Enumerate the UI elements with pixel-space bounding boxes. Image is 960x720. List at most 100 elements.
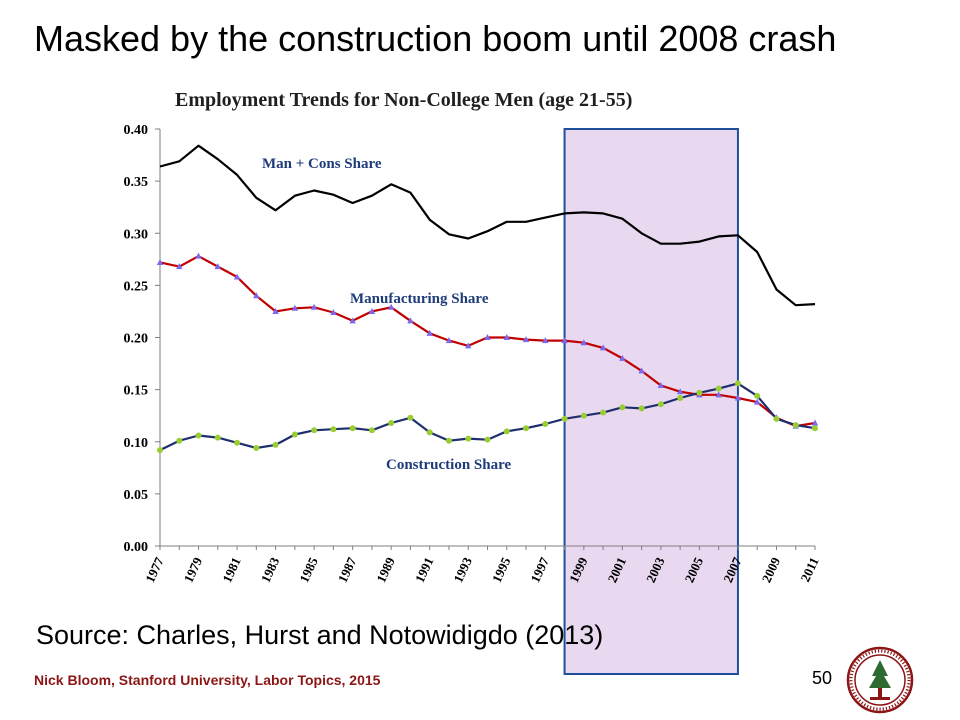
stanford-seal-icon — [846, 646, 914, 714]
manufacturing-point — [291, 304, 299, 311]
highlight-region — [563, 128, 739, 675]
x-tick-label: 1997 — [527, 554, 552, 584]
manufacturing-point — [484, 334, 491, 340]
manufacturing-point — [619, 354, 626, 361]
manufacturing-point — [465, 342, 472, 349]
x-tick-label: 1977 — [142, 554, 167, 584]
construction-point — [523, 425, 530, 432]
y-tick-label: 0.25 — [124, 279, 149, 294]
y-tick-label: 0.40 — [124, 123, 149, 138]
manufacturing-point — [754, 398, 761, 405]
manufacturing-point — [657, 381, 665, 388]
x-tick-label: 2009 — [759, 554, 784, 584]
manufacturing-point — [272, 307, 279, 314]
x-tick-label: 2011 — [797, 555, 821, 584]
construction-point — [176, 437, 183, 444]
manufacturing-point — [368, 307, 376, 314]
manufacturing-point — [503, 334, 510, 340]
footer-credit: Nick Bloom, Stanford University, Labor T… — [34, 672, 381, 688]
construction-point — [619, 404, 626, 411]
construction-point — [792, 422, 799, 429]
y-tick-label: 0.00 — [124, 540, 149, 555]
x-tick-label: 1991 — [412, 555, 437, 585]
manufacturing-point — [310, 303, 318, 310]
construction-point — [426, 429, 433, 436]
construction-point — [157, 447, 163, 454]
source-citation: Source: Charles, Hurst and Notowidigdo (… — [36, 620, 604, 650]
construction-point — [465, 435, 472, 442]
manufacturing-point — [214, 263, 221, 270]
construction-point — [754, 392, 761, 399]
construction-point — [600, 409, 607, 416]
construction-point — [253, 445, 260, 452]
manufacturing-point — [387, 303, 395, 310]
manufacturing-point — [349, 317, 356, 324]
manufacturing-point — [253, 292, 260, 299]
series-label-2: Construction Share — [386, 457, 511, 473]
page-number: 50 — [812, 668, 833, 688]
construction-point — [484, 436, 491, 443]
manufacturing-point — [407, 317, 414, 324]
construction-point — [388, 419, 395, 426]
construction-point — [214, 434, 221, 441]
manufacturing-point — [811, 419, 819, 426]
series-label-0: Man + Cons Share — [262, 156, 382, 172]
construction-point — [773, 415, 780, 422]
manufacturing-point — [715, 391, 722, 398]
construction-point — [580, 412, 587, 419]
construction-point — [272, 441, 279, 448]
x-tick-label: 1979 — [181, 554, 206, 584]
manufacturing-point — [599, 344, 607, 351]
y-tick-label: 0.10 — [124, 436, 149, 451]
construction-point — [349, 425, 356, 432]
construction-point — [234, 439, 241, 446]
construction-point — [445, 437, 452, 444]
y-tick-label: 0.15 — [124, 384, 149, 399]
manufacturing-point — [676, 388, 684, 395]
slide-title: Masked by the construction boom until 20… — [34, 18, 837, 59]
manufacturing-point — [330, 308, 337, 315]
manufacturing-point — [426, 329, 433, 336]
chart-title: Employment Trends for Non-College Men (a… — [175, 89, 632, 111]
series-line-0 — [159, 144, 816, 307]
construction-point — [195, 432, 202, 439]
manufacturing-point — [156, 258, 164, 265]
y-tick-label: 0.30 — [124, 227, 149, 242]
manufacturing-point — [195, 252, 202, 259]
construction-point — [696, 389, 703, 396]
construction-point — [330, 426, 337, 433]
manufacturing-point — [522, 336, 530, 343]
construction-point — [561, 415, 568, 422]
x-tick-label: 1985 — [296, 554, 321, 584]
y-tick-label: 0.20 — [124, 332, 149, 347]
x-tick-label: 1981 — [219, 555, 244, 585]
construction-point — [638, 405, 645, 412]
construction-point — [715, 385, 722, 392]
construction-point — [657, 401, 664, 408]
construction-point — [812, 425, 818, 432]
manufacturing-point — [580, 339, 588, 346]
x-tick-label: 1995 — [489, 554, 514, 584]
construction-point — [311, 427, 318, 434]
construction-point — [503, 428, 510, 435]
construction-point — [542, 421, 549, 428]
series-label-1: Manufacturing Share — [350, 291, 489, 307]
construction-point — [291, 431, 298, 438]
y-tick-label: 0.35 — [124, 175, 149, 190]
manufacturing-point — [542, 337, 549, 344]
x-tick-label: 1993 — [450, 554, 475, 584]
construction-point — [677, 394, 684, 401]
x-tick-label: 1983 — [258, 554, 283, 584]
manufacturing-point — [176, 263, 183, 270]
y-tick-label: 0.05 — [124, 488, 149, 503]
manufacturing-point — [445, 337, 453, 344]
manufacturing-point — [561, 337, 568, 344]
manufacturing-point — [734, 394, 742, 401]
x-tick-label: 1989 — [373, 554, 398, 584]
manufacturing-point — [638, 367, 645, 374]
construction-point — [734, 380, 741, 387]
construction-point — [407, 414, 414, 421]
x-tick-label: 1987 — [335, 554, 360, 584]
manufacturing-point — [233, 273, 241, 280]
